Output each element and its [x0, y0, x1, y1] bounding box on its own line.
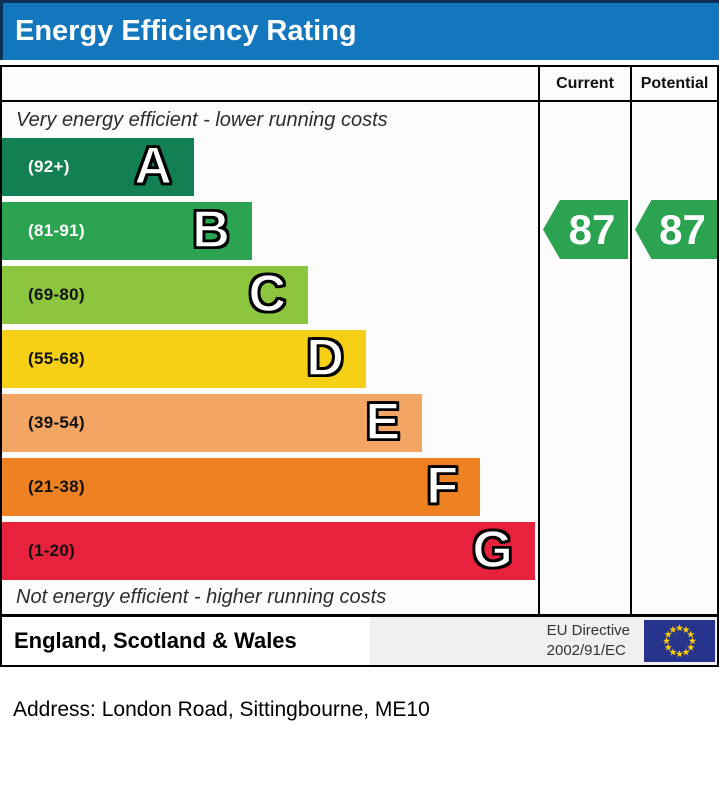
band-row-a: (92+) A [2, 135, 538, 199]
current-rating-column: 87 [538, 102, 630, 614]
top-caption: Very energy efficient - lower running co… [16, 109, 388, 131]
address-line: Address: London Road, Sittingbourne, ME1… [13, 698, 430, 721]
page-title-text: Energy Efficiency Rating [15, 15, 357, 47]
current-rating-arrow: 87 [543, 200, 628, 259]
band-c: (69-80) C [2, 265, 309, 324]
band-c-letter: C [248, 265, 287, 323]
chart-body: Very energy efficient - lower running co… [2, 102, 717, 614]
band-row-c: (69-80) C [2, 263, 538, 327]
band-e-letter: E [365, 393, 401, 451]
band-row-d: (55-68) D [2, 327, 538, 391]
eu-directive-line2: 2002/91/EC [546, 642, 626, 659]
chart-footer: England, Scotland & Wales EU Directive 2… [0, 615, 719, 667]
potential-rating-column: 87 [630, 102, 717, 614]
band-row-f: (21-38) F [2, 455, 538, 519]
band-b: (81-91) B [2, 201, 252, 260]
band-row-g: (1-20) G [2, 519, 538, 583]
band-c-range: (69-80) [28, 285, 85, 304]
band-g-letter: G [472, 521, 514, 579]
band-d-range: (55-68) [28, 349, 85, 368]
band-a-letter: A [134, 137, 173, 195]
band-a: (92+) A [2, 137, 194, 196]
potential-rating-arrow: 87 [635, 200, 717, 259]
band-b-letter: B [191, 201, 230, 259]
eu-directive-text: EU Directive 2002/91/EC [547, 621, 630, 662]
band-f-letter: F [426, 457, 459, 515]
band-f: (21-38) F [2, 457, 481, 516]
region-label: England, Scotland & Wales [2, 617, 370, 665]
band-e: (39-54) E [2, 393, 423, 452]
band-d-letter: D [306, 329, 345, 387]
eu-directive-panel: EU Directive 2002/91/EC [370, 617, 717, 665]
header-spacer [2, 67, 538, 100]
rating-scale: Very energy efficient - lower running co… [2, 102, 538, 614]
band-row-e: (39-54) E [2, 391, 538, 455]
band-f-range: (21-38) [28, 477, 85, 496]
band-a-range: (92+) [28, 157, 70, 176]
column-header-current: Current [538, 67, 630, 100]
chart-header-row: Current Potential [2, 67, 717, 102]
bottom-caption: Not energy efficient - higher running co… [16, 586, 387, 608]
band-g: (1-20) G [2, 521, 535, 580]
eu-directive-line1: EU Directive [546, 621, 630, 639]
band-e-range: (39-54) [28, 413, 85, 432]
column-header-potential: Potential [630, 67, 717, 100]
energy-rating-chart: Current Potential Very energy efficient … [0, 65, 719, 616]
band-g-range: (1-20) [28, 541, 76, 560]
band-row-b: (81-91) B [2, 199, 538, 263]
page-title: Energy Efficiency Rating [0, 0, 719, 60]
eu-flag-icon [644, 620, 715, 662]
band-b-range: (81-91) [28, 221, 85, 240]
band-d: (55-68) D [2, 329, 366, 388]
